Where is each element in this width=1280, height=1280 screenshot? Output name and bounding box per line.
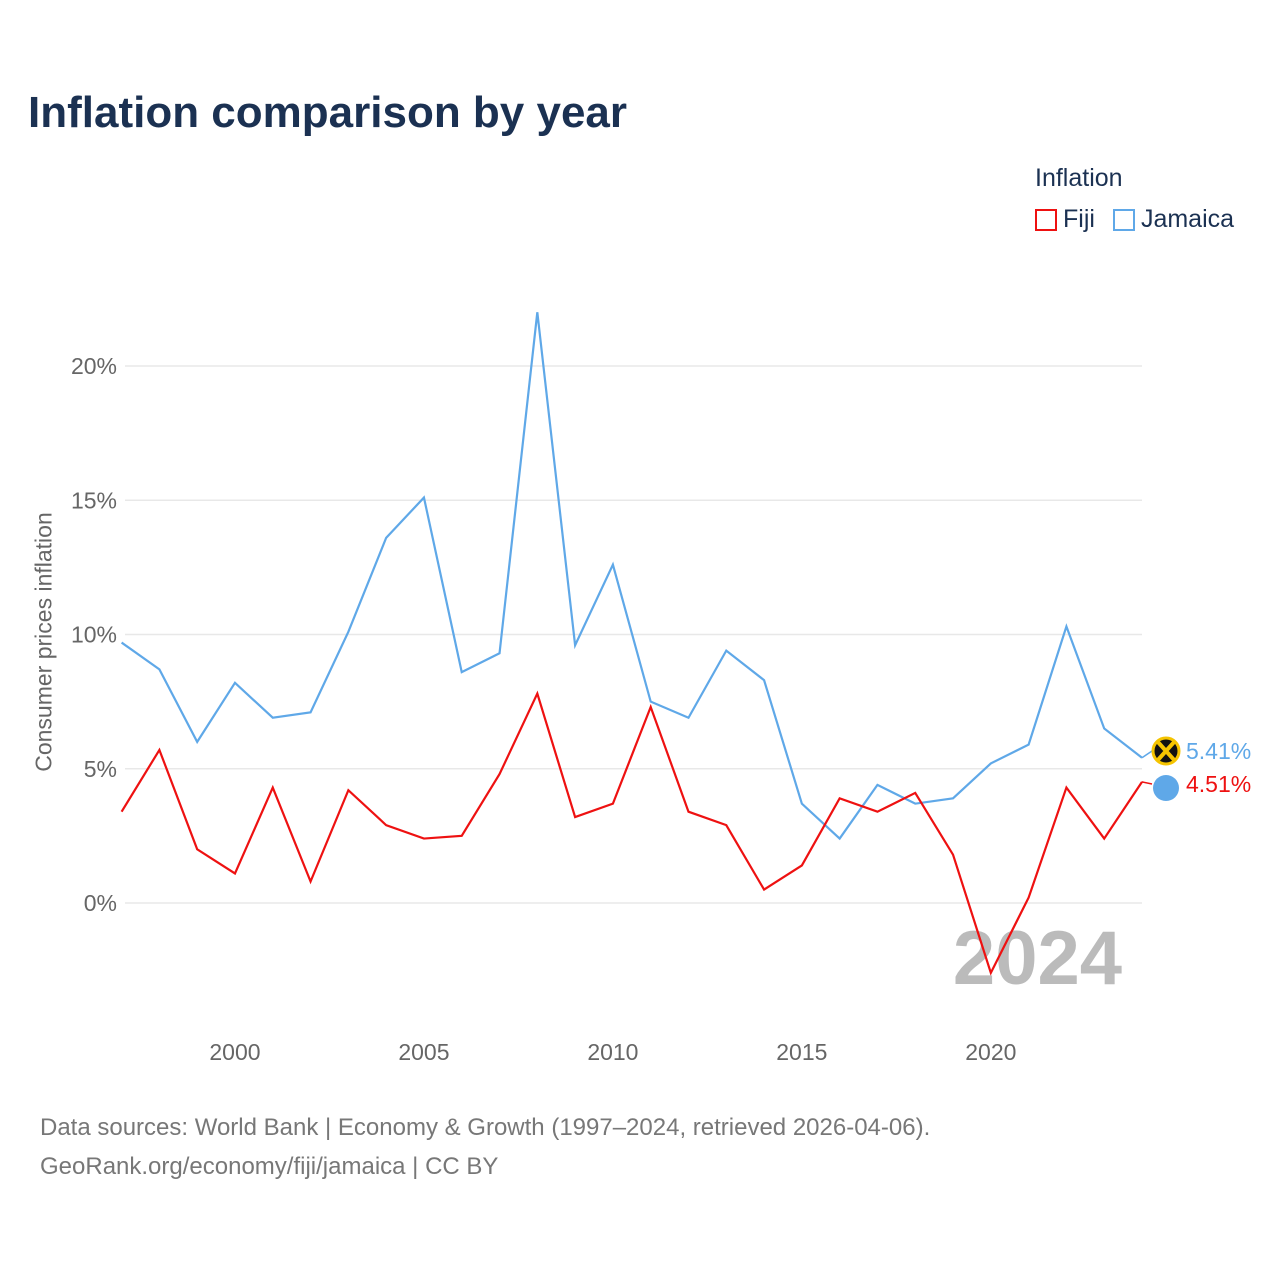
series-line-fiji — [120, 690, 1143, 976]
legend-item-fiji[interactable]: Fiji — [1035, 205, 1095, 234]
chart-title: Inflation comparison by year — [28, 88, 628, 137]
x-tick-label: 2010 — [587, 1039, 638, 1065]
end-connector — [1141, 781, 1153, 785]
end-value-label-fiji: 4.51% — [1186, 771, 1251, 797]
legend-swatch-jamaica — [1112, 208, 1135, 231]
flag-icon-fiji — [1153, 775, 1179, 801]
y-tick-label: 20% — [71, 353, 117, 379]
legend-item-jamaica[interactable]: Jamaica — [1112, 205, 1235, 234]
attribution-text: GeoRank.org/economy/fiji/jamaica | CC BY — [40, 1153, 499, 1180]
legend-label: Jamaica — [1140, 205, 1235, 233]
end-connector — [1141, 750, 1153, 759]
legend-swatch-fiji — [1035, 208, 1057, 231]
legend: Fiji Jamaica — [1035, 205, 1234, 234]
y-tick-label: 10% — [71, 622, 117, 648]
x-tick-label: 2020 — [965, 1039, 1016, 1065]
y-tick-label: 0% — [84, 890, 117, 916]
y-tick-label: 5% — [84, 756, 117, 782]
footer: Data sources: World Bank | Economy & Gro… — [40, 1108, 930, 1186]
source-text: Data sources: World Bank | Economy & Gro… — [40, 1114, 931, 1141]
series-line-jamaica — [120, 312, 1143, 841]
flag-cross — [1155, 739, 1177, 763]
end-value-label-jamaica: 5.41% — [1186, 738, 1251, 764]
x-tick-label: 2005 — [398, 1039, 449, 1065]
legend-title: Inflation — [1035, 164, 1123, 192]
legend-label: Fiji — [1063, 205, 1095, 233]
x-tick-label: 2015 — [776, 1039, 827, 1065]
x-tick-label: 2000 — [209, 1039, 260, 1065]
year-watermark: 2024 — [953, 916, 1122, 1001]
y-tick-label: 15% — [71, 487, 117, 513]
